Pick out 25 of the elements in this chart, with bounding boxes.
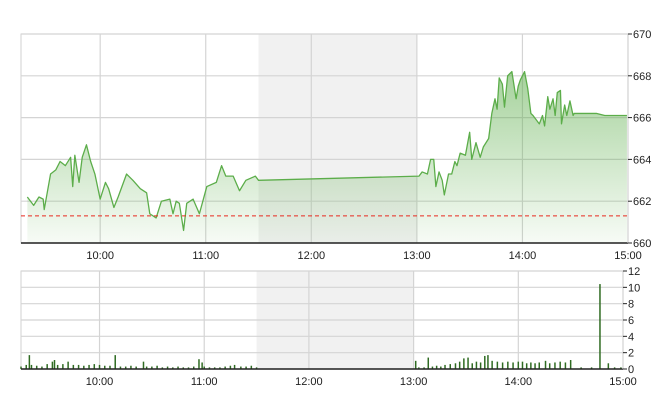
- x-tick-label: 15:00: [614, 250, 642, 262]
- y-tick-label: 0: [628, 364, 634, 376]
- x-tick-label: 11:00: [190, 376, 218, 388]
- y-tick-label: 664: [633, 154, 652, 166]
- y-tick-label: 666: [633, 112, 652, 125]
- x-tick-label: 14:00: [508, 250, 536, 262]
- x-tick-label: 14:00: [504, 376, 532, 388]
- y-tick-label: 6: [628, 315, 634, 327]
- y-tick-label: 4: [628, 331, 634, 344]
- y-tick-label: 670: [633, 29, 652, 41]
- y-tick-label: 10: [628, 282, 640, 294]
- x-tick-label: 10:00: [86, 376, 114, 388]
- y-tick-label: 668: [633, 70, 652, 83]
- y-tick-label: 12: [628, 266, 640, 278]
- x-tick-label: 11:00: [192, 250, 220, 262]
- y-tick-label: 8: [628, 298, 634, 311]
- y-tick-label: 662: [633, 196, 652, 208]
- x-tick-label: 15:00: [609, 376, 637, 388]
- x-tick-label: 10:00: [86, 250, 114, 262]
- x-tick-label: 12:00: [295, 376, 323, 388]
- x-tick-label: 13:00: [403, 250, 431, 262]
- y-tick-label: 660: [633, 238, 652, 250]
- x-tick-label: 12:00: [298, 250, 326, 262]
- y-tick-label: 2: [628, 348, 634, 360]
- x-tick-label: 13:00: [400, 376, 428, 388]
